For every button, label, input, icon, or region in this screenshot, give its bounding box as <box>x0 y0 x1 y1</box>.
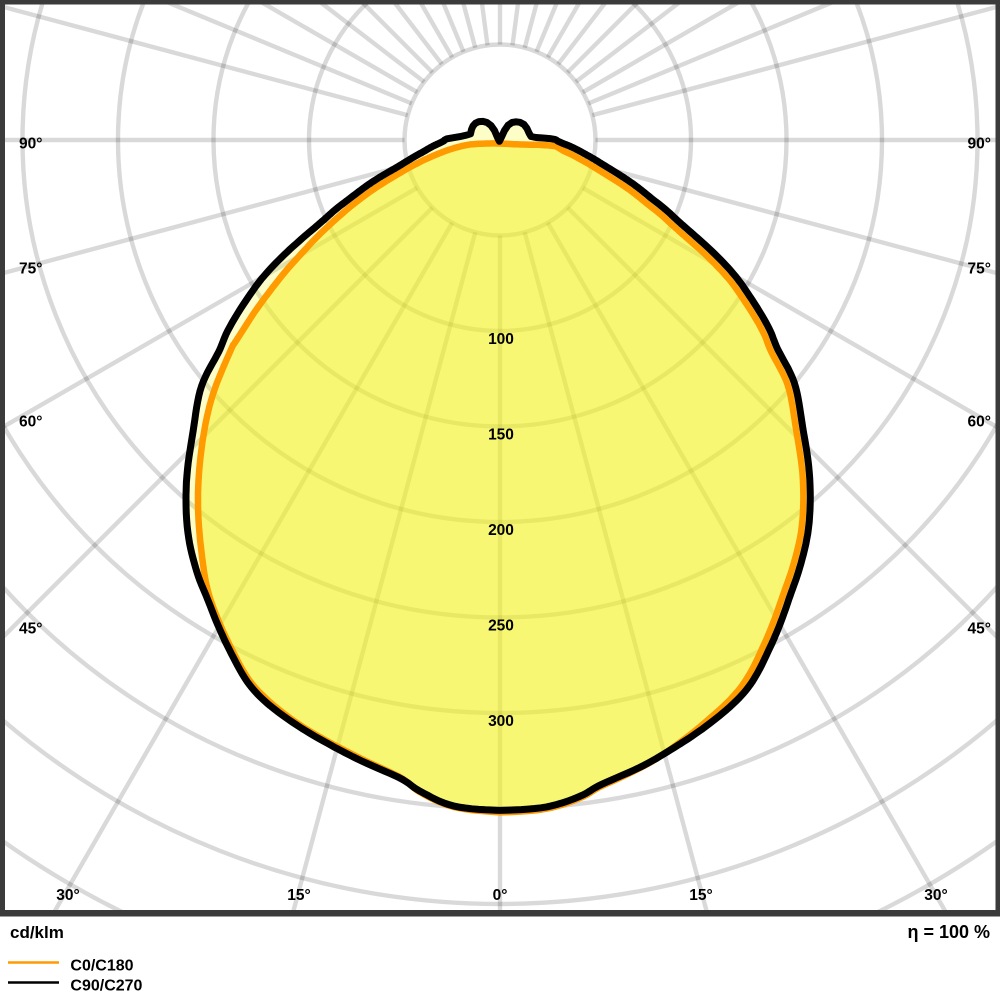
svg-text:60°: 60° <box>19 414 42 431</box>
svg-text:cd/klm: cd/klm <box>10 923 64 942</box>
svg-text:30°: 30° <box>56 887 79 904</box>
svg-text:90°: 90° <box>19 136 42 153</box>
svg-text:C0/C180: C0/C180 <box>70 958 133 975</box>
svg-text:15°: 15° <box>689 887 712 904</box>
svg-text:15°: 15° <box>287 887 310 904</box>
svg-text:30°: 30° <box>924 887 947 904</box>
svg-text:75°: 75° <box>19 261 42 278</box>
svg-text:45°: 45° <box>19 621 42 638</box>
svg-text:75°: 75° <box>968 261 991 278</box>
svg-text:C90/C270: C90/C270 <box>70 978 142 995</box>
svg-text:60°: 60° <box>968 414 991 431</box>
svg-text:η = 100 %: η = 100 % <box>907 922 990 942</box>
svg-text:250: 250 <box>488 618 514 635</box>
svg-text:100: 100 <box>488 331 514 348</box>
svg-text:300: 300 <box>488 713 514 730</box>
svg-text:200: 200 <box>488 522 514 539</box>
svg-text:0°: 0° <box>493 887 508 904</box>
svg-text:45°: 45° <box>968 621 991 638</box>
svg-text:90°: 90° <box>968 136 991 153</box>
svg-text:150: 150 <box>488 427 514 444</box>
